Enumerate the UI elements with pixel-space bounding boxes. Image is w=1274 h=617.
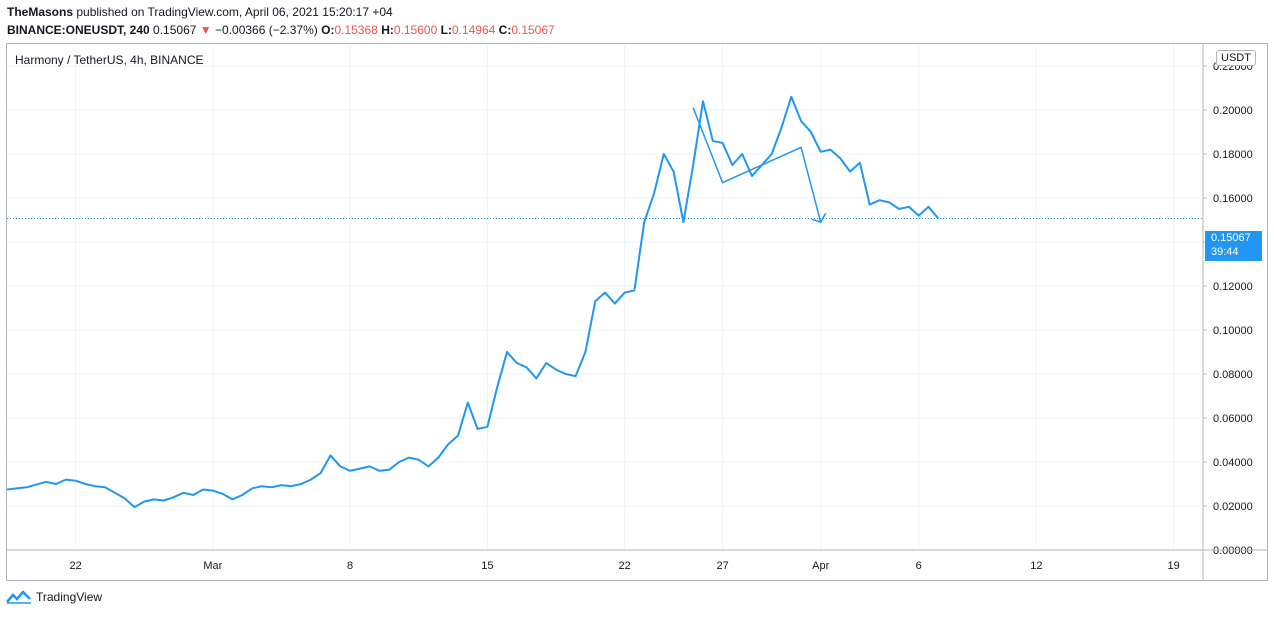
tradingview-brand[interactable]: TradingView xyxy=(6,590,102,604)
current-price-label: 0.15067 xyxy=(1211,232,1251,244)
high-value: 0.15600 xyxy=(393,23,438,37)
brand-name: TradingView xyxy=(36,590,103,604)
low-label: L: xyxy=(440,23,452,37)
x-tick-label: 22 xyxy=(618,560,630,572)
symbol-line: BINANCE:ONEUSDT, 240 xyxy=(7,23,150,37)
x-tick-label: Mar xyxy=(203,560,222,572)
ohlc-line: BINANCE:ONEUSDT, 240 0.15067 ▼ −0.00366 … xyxy=(7,23,555,37)
down-arrow-icon: ▼ xyxy=(199,23,212,37)
x-tick-label: 6 xyxy=(916,560,922,572)
x-tick-label: 22 xyxy=(69,560,81,572)
x-tick-label: 8 xyxy=(347,560,353,572)
y-tick-label: 0.16000 xyxy=(1213,193,1253,205)
x-tick-label: 27 xyxy=(717,560,729,572)
author-name[interactable]: TheMasons xyxy=(7,5,74,19)
x-tick-label: Apr xyxy=(812,560,829,572)
y-tick-label: 0.06000 xyxy=(1213,413,1253,425)
current-price-tag: 0.15067 39:44 xyxy=(1205,231,1262,261)
chart-legend: Harmony / TetherUS, 4h, BINANCE xyxy=(15,53,204,67)
drawn-path-line xyxy=(692,107,822,223)
price-change: −0.00366 (−2.37%) xyxy=(215,23,318,37)
y-tick-label: 0.02000 xyxy=(1213,501,1253,513)
tradingview-logo-icon xyxy=(6,590,31,604)
open-value: 0.15368 xyxy=(334,23,378,37)
last-price: 0.15067 xyxy=(153,23,197,37)
x-tick-label: 15 xyxy=(481,560,493,572)
publish-info: TheMasons published on TradingView.com, … xyxy=(7,5,393,19)
price-series-line xyxy=(6,95,940,509)
close-label: C: xyxy=(498,23,512,37)
drawn-arrow-head xyxy=(811,212,827,224)
y-tick-label: 0.18000 xyxy=(1213,149,1253,161)
open-label: O: xyxy=(321,23,335,37)
y-tick-label: 0.10000 xyxy=(1213,325,1253,337)
y-tick-label: 0.04000 xyxy=(1213,457,1253,469)
y-tick-label: 0.20000 xyxy=(1213,105,1253,117)
low-value: 0.14964 xyxy=(451,23,496,37)
published-text: published on TradingView.com, April 06, … xyxy=(76,5,393,19)
y-tick-label: 0.08000 xyxy=(1213,369,1253,381)
currency-badge[interactable]: USDT xyxy=(1216,50,1256,66)
y-tick-label: 0.12000 xyxy=(1213,281,1253,293)
high-label: H: xyxy=(381,23,394,37)
close-value: 0.15067 xyxy=(511,23,555,37)
x-tick-label: 12 xyxy=(1030,560,1042,572)
y-tick-label: 0.00000 xyxy=(1213,545,1253,557)
x-tick-label: 19 xyxy=(1167,560,1179,572)
bar-countdown: 39:44 xyxy=(1211,246,1239,258)
